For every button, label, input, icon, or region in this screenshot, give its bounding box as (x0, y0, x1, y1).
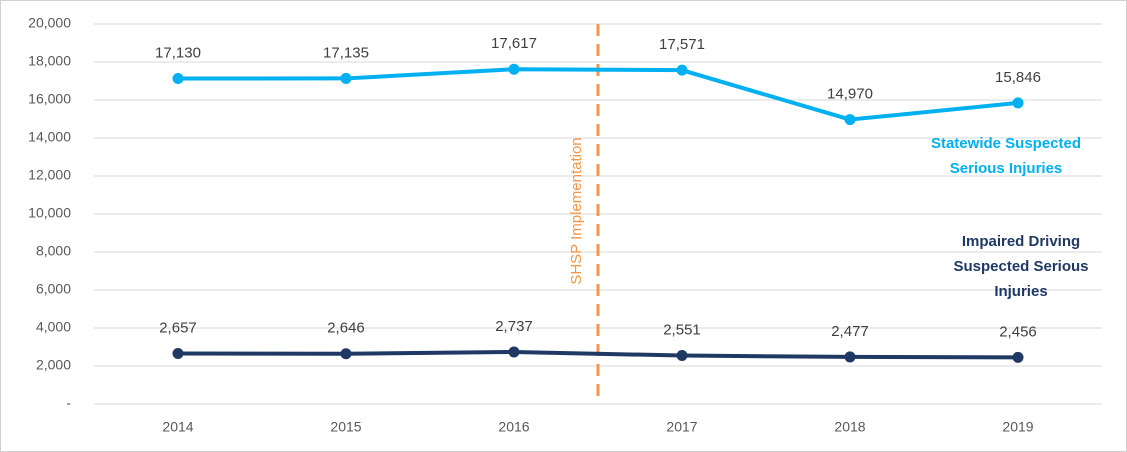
y-tick-label: 20,000 (28, 15, 71, 31)
x-tick-label: 2015 (330, 419, 361, 435)
data-label: 15,846 (995, 69, 1041, 86)
y-tick-label: 2,000 (36, 357, 71, 373)
y-tick-label: - (66, 395, 71, 411)
y-tick-label: 14,000 (28, 129, 71, 145)
data-label: 2,477 (831, 323, 869, 340)
x-tick-label: 2016 (498, 419, 529, 435)
data-label: 14,970 (827, 86, 873, 103)
x-tick-label: 2019 (1002, 419, 1033, 435)
data-point (676, 64, 688, 76)
data-point (340, 348, 352, 360)
x-tick-label: 2014 (162, 419, 193, 435)
data-point (844, 351, 856, 363)
data-label: 2,551 (663, 321, 701, 338)
series-label: Statewide Suspected Serious Injuries (930, 135, 1082, 177)
series-label: Impaired Driving Suspected Serious Injur… (953, 233, 1089, 300)
data-point (1012, 351, 1024, 363)
data-point (172, 348, 184, 360)
x-tick-label: 2017 (666, 419, 697, 435)
data-point (676, 350, 688, 362)
data-point (1012, 97, 1024, 109)
y-tick-label: 12,000 (28, 167, 71, 183)
y-tick-label: 10,000 (28, 205, 71, 221)
data-label: 2,646 (327, 320, 365, 337)
data-point (508, 63, 520, 75)
y-tick-label: 18,000 (28, 53, 71, 69)
data-label: 17,130 (155, 44, 201, 61)
series-line (177, 67, 1019, 122)
x-tick-label: 2018 (834, 419, 865, 435)
data-label: 2,657 (159, 319, 197, 336)
data-label: 2,456 (999, 323, 1037, 340)
data-label: 17,571 (659, 36, 705, 53)
data-point (508, 346, 520, 358)
data-point (172, 73, 184, 85)
series-line (177, 349, 1019, 360)
data-label: 2,737 (495, 318, 533, 335)
data-label: 17,617 (491, 35, 537, 52)
y-tick-label: 8,000 (36, 243, 71, 259)
data-point (844, 114, 856, 126)
y-tick-label: 6,000 (36, 281, 71, 297)
y-tick-label: 4,000 (36, 319, 71, 335)
data-label: 17,135 (323, 44, 369, 61)
data-point (340, 72, 352, 84)
annotation-text: SHSP Implementation (568, 137, 585, 284)
y-tick-label: 16,000 (28, 91, 71, 107)
